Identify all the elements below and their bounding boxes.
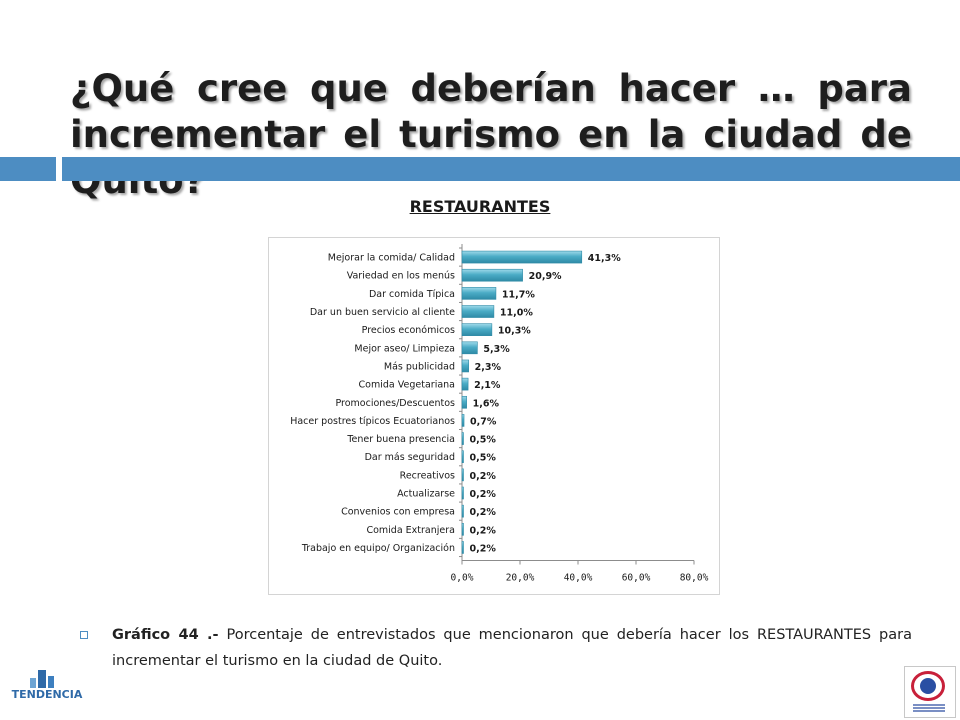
x-tick-label: 80,0% [680,573,709,584]
value-label: 1,6% [473,398,500,409]
bar [461,450,464,464]
value-label: 41,3% [588,253,621,264]
value-label: 5,3% [483,344,510,355]
bar [461,432,464,445]
bar [461,250,583,264]
header-band-right [62,157,960,181]
slide-title-line-1: ¿Qué cree que deberían hacer … para [70,67,912,110]
caption-figure-label: Gráfico 44 .- [112,627,219,643]
value-label: 0,2% [470,543,497,554]
header-band-left [0,157,56,181]
bar [461,504,464,518]
x-tick-label: 20,0% [506,573,535,584]
tendencia-logo: TENDENCIA [4,668,90,716]
x-tick-label: 60,0% [622,573,651,584]
value-label: 2,3% [475,362,502,373]
bar [461,414,465,427]
bar [461,541,464,554]
category-label: Convenios con empresa [341,507,455,518]
value-label: 0,2% [470,525,497,536]
bar [461,268,523,282]
category-label: Promociones/Descuentos [335,398,455,409]
value-label: 10,3% [498,326,531,337]
x-tick-label: 0,0% [451,573,474,584]
category-label: Dar un buen servicio al cliente [310,307,455,318]
buildings-logo-icon [30,678,36,688]
category-label: Actualizarse [397,489,455,500]
slide-title: ¿Qué cree que deberían hacer … para incr… [70,66,912,204]
value-label: 0,2% [470,471,497,482]
category-label: Tener buena presencia [346,434,455,445]
category-label: Recreativos [400,470,455,481]
bar [461,486,464,500]
chart-subtitle: RESTAURANTES [409,197,551,216]
bar [461,341,478,355]
bar [461,323,493,336]
bar [461,359,469,373]
chart-caption: Gráfico 44 .- Porcentaje de entrevistado… [80,622,912,674]
bar [461,305,495,318]
bar [461,523,464,536]
value-label: 2,1% [474,380,501,391]
category-label: Dar más seguridad [365,452,455,463]
category-label: Mejorar la comida/ Calidad [328,253,455,264]
value-label: 11,0% [500,308,533,319]
category-label: Trabajo en equipo/ Organización [301,543,455,554]
value-label: 0,5% [470,435,497,446]
category-label: Dar comida Típica [369,289,455,300]
bar [461,377,469,391]
bar-chart: Mejorar la comida/ Calidad 41,3% Variedad … [290,244,709,584]
category-label: Comida Extranjera [366,525,455,536]
category-label: Precios económicos [362,325,455,336]
caption-description: Porcentaje de entrevistados que menciona… [112,627,912,669]
x-tick-label: 40,0% [564,573,593,584]
bar [461,395,467,409]
value-label: 20,9% [529,271,562,282]
category-label: Más publicidad [384,361,455,372]
category-label: Mejor aseo/ Limpieza [354,343,455,354]
category-label: Hacer postres típicos Ecuatorianos [290,416,455,427]
value-label: 0,2% [470,507,497,518]
value-label: 0,5% [470,453,497,464]
chart-frame: Mejorar la comida/ Calidad 41,3% Variedad … [268,237,720,595]
tourism-emblem-icon [904,666,956,718]
logo-brand-name: TENDENCIA [11,688,83,701]
bar [461,287,497,300]
value-label: 11,7% [502,289,535,300]
value-label: 0,2% [470,489,497,500]
category-label: Variedad en los menús [347,271,455,282]
header-band-divider [56,155,62,183]
category-label: Comida Vegetariana [359,380,455,391]
square-bullet-icon [80,631,88,639]
value-label: 0,7% [470,416,497,427]
bar [461,468,464,482]
